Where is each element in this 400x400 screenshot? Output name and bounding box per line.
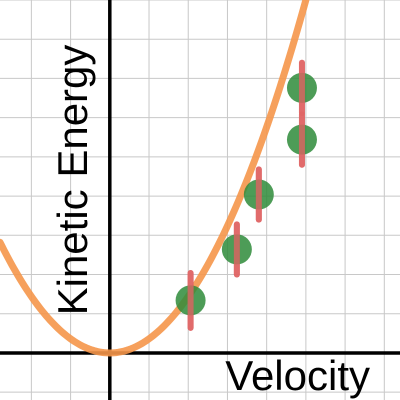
fit-curve-layer xyxy=(0,0,310,357)
data-points-layer xyxy=(175,59,317,331)
y-axis-label: Kinetic Energy xyxy=(49,45,96,316)
fit-curve xyxy=(0,0,310,357)
x-axis-label: Velocity xyxy=(225,352,370,399)
